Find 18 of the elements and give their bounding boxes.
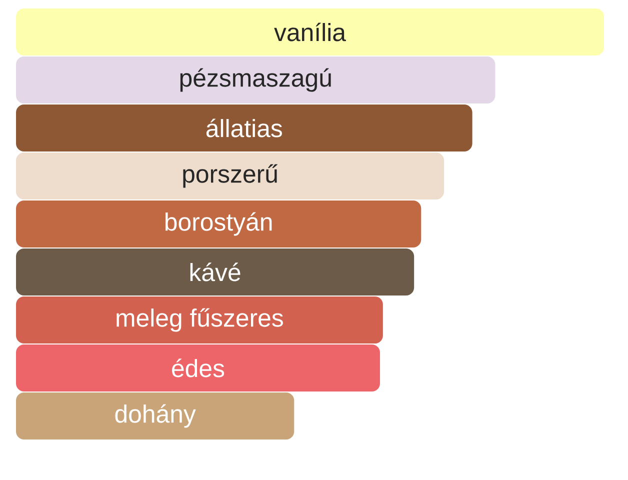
y-tick-label: édes — [172, 358, 224, 378]
y-tick-label: dohány — [115, 404, 196, 428]
bar — [16, 248, 414, 296]
bar — [16, 392, 294, 440]
bar — [16, 56, 496, 104]
y-tick-label: borostyán — [165, 212, 272, 236]
bar — [16, 200, 422, 248]
bar — [16, 8, 604, 56]
y-tick-label: porszerű — [183, 164, 278, 188]
y-tick-label: pézsmaszagú — [180, 68, 331, 92]
bar — [16, 296, 383, 344]
bar — [16, 344, 380, 392]
bar — [16, 104, 472, 152]
y-tick-label: vanília — [274, 22, 346, 42]
y-tick-label: állatias — [206, 118, 282, 138]
y-tick-label: kávé — [190, 262, 240, 282]
y-tick-label: meleg fűszeres — [116, 308, 283, 332]
bar — [16, 152, 444, 200]
